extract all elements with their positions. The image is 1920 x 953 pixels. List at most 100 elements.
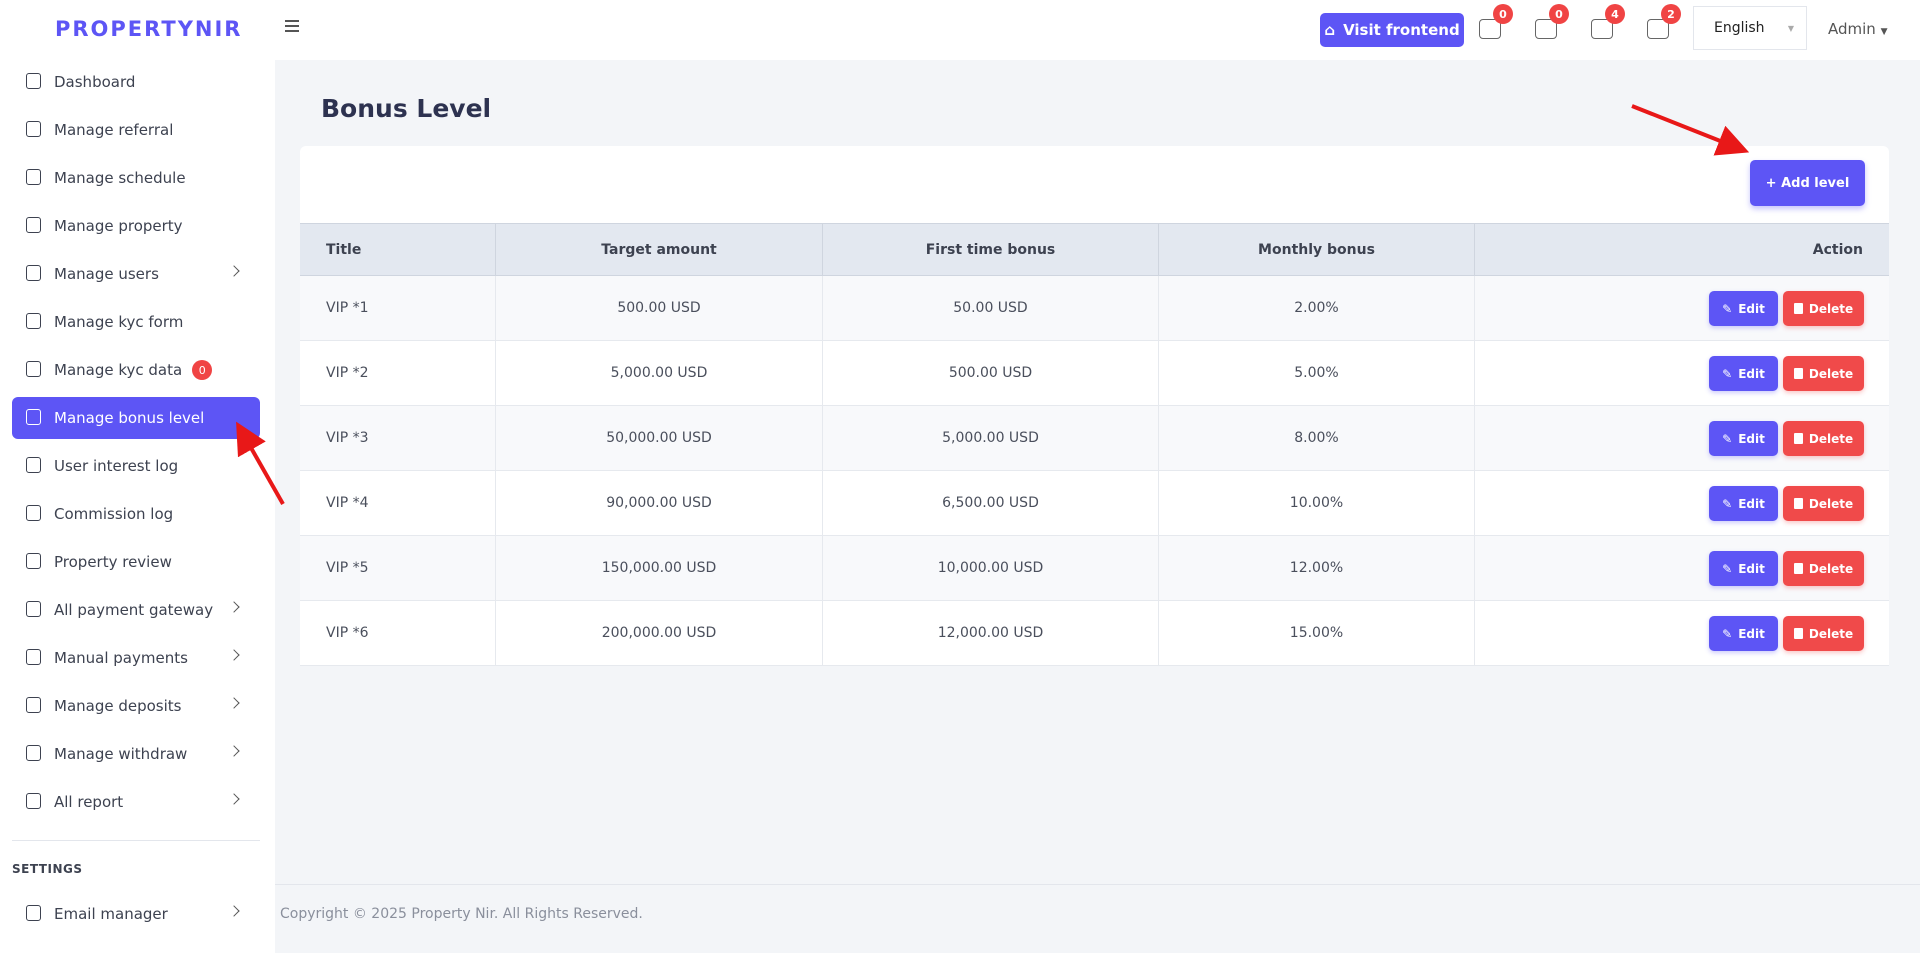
- nav-item[interactable]: Manage kyc form: [12, 301, 260, 343]
- nav-label: Manage referral: [54, 121, 174, 139]
- table-cell: 12,000.00 USD: [822, 601, 1158, 665]
- footer: Copyright © 2025 Property Nir. All Right…: [280, 906, 643, 922]
- arrow: [236, 421, 285, 505]
- edit-label: Edit: [1738, 366, 1765, 381]
- edit-icon: ✎: [1722, 561, 1733, 576]
- arrow: [1631, 104, 1750, 156]
- nav-label: All payment gateway: [54, 601, 214, 619]
- nav-label: Commission log: [54, 505, 174, 523]
- header-cell: First time bonus: [822, 224, 1158, 275]
- delete-icon: [1793, 433, 1803, 444]
- edit-button[interactable]: ✎ Edit: [1709, 616, 1778, 651]
- nav-label: Manage schedule: [54, 169, 186, 187]
- nav-icon: [26, 313, 41, 329]
- nav-icon: [26, 265, 41, 281]
- table-cell: 500.00 USD: [822, 341, 1158, 405]
- delete-button[interactable]: Delete: [1783, 486, 1864, 521]
- menu-toggle[interactable]: [285, 20, 299, 22]
- edit-button[interactable]: ✎ Edit: [1709, 421, 1778, 456]
- table-cell: 5,000.00 USD: [822, 406, 1158, 470]
- add-level-button[interactable]: + Add level: [1750, 160, 1865, 206]
- nav-item[interactable]: Manage deposits: [12, 685, 260, 727]
- table-cell: [1474, 471, 1475, 535]
- edit-button[interactable]: ✎ Edit: [1709, 291, 1778, 326]
- delete-button[interactable]: Delete: [1783, 616, 1864, 651]
- edit-label: Edit: [1738, 626, 1765, 641]
- delete-button[interactable]: Delete: [1783, 291, 1864, 326]
- table-cell: 50,000.00 USD: [495, 406, 822, 470]
- edit-button[interactable]: ✎ Edit: [1709, 356, 1778, 391]
- user-name: Admin: [1828, 20, 1876, 38]
- delete-button[interactable]: Delete: [1783, 421, 1864, 456]
- delete-icon: [1793, 563, 1803, 574]
- table-cell: [1474, 601, 1475, 665]
- delete-icon: [1793, 368, 1803, 379]
- nav-label: Email manager: [54, 905, 168, 923]
- icon-button[interactable]: [1647, 19, 1669, 39]
- header-cell: Action: [1474, 224, 1889, 275]
- nav-item[interactable]: All report: [12, 781, 260, 823]
- edit-button[interactable]: ✎ Edit: [1709, 486, 1778, 521]
- nav-item[interactable]: Manage withdraw: [12, 733, 260, 775]
- language: English: [1714, 20, 1765, 36]
- icon-button[interactable]: [1479, 19, 1501, 39]
- table-cell: VIP *1: [326, 300, 369, 316]
- sidebar: PROPERTYNIR SETTINGS Dashboard Manage ref…: [0, 0, 275, 953]
- nav-item[interactable]: Manage property: [12, 205, 260, 247]
- notification-badge: 0: [1493, 4, 1513, 24]
- table-row: VIP *2 5,000.00 USD 500.00 USD 5.00% ✎ Edit De…: [300, 341, 1889, 406]
- icon-button[interactable]: [1591, 19, 1613, 39]
- nav-icon: [26, 745, 41, 761]
- nav-item[interactable]: Email manager: [12, 893, 260, 935]
- nav-item[interactable]: All payment gateway: [12, 589, 260, 631]
- nav-icon: [26, 505, 41, 521]
- delete-icon: [1793, 498, 1803, 509]
- edit-icon: ✎: [1722, 431, 1733, 446]
- nav-icon: [26, 457, 41, 473]
- nav-item[interactable]: Commission log: [12, 493, 260, 535]
- edit-label: Edit: [1738, 431, 1765, 446]
- table-header: Title Target amount First time bonus Monthl…: [300, 223, 1889, 276]
- edit-icon: ✎: [1722, 366, 1733, 381]
- nav-item[interactable]: Manage referral: [12, 109, 260, 151]
- delete-label: Delete: [1808, 366, 1854, 381]
- table-cell: 500.00 USD: [495, 276, 822, 340]
- edit-button[interactable]: ✎ Edit: [1709, 551, 1778, 586]
- visit-frontend-button[interactable]: ⌂ Visit frontend: [1320, 13, 1464, 47]
- page-title: Bonus Level: [321, 94, 492, 123]
- table-row: VIP *1 500.00 USD 50.00 USD 2.00% ✎ Edit Delet…: [300, 276, 1889, 341]
- nav-item[interactable]: Manage bonus level: [12, 397, 260, 439]
- delete-button[interactable]: Delete: [1783, 551, 1864, 586]
- table-cell: [1474, 276, 1475, 340]
- user-menu[interactable]: Admin ▼: [1828, 20, 1888, 38]
- table-row: VIP *6 200,000.00 USD 12,000.00 USD 15.00% ✎…: [300, 601, 1889, 666]
- nav-icon: [26, 121, 41, 137]
- nav-item[interactable]: Manage schedule: [12, 157, 260, 199]
- language-select[interactable]: English ▼: [1693, 6, 1807, 50]
- nav-item[interactable]: Manage users: [12, 253, 260, 295]
- nav-item[interactable]: Manage kyc data 0: [12, 349, 260, 391]
- nav-label: Manage property: [54, 217, 183, 235]
- nav-item[interactable]: Property review: [12, 541, 260, 583]
- table-cell: 5.00%: [1158, 341, 1474, 405]
- nav-item[interactable]: User interest log: [12, 445, 260, 487]
- nav-icon: [26, 905, 41, 921]
- icon-button[interactable]: [1535, 19, 1557, 39]
- nav-item[interactable]: Manual payments: [12, 637, 260, 679]
- table-cell: 10,000.00 USD: [822, 536, 1158, 600]
- nav-icon: [26, 553, 41, 569]
- nav-icon: [26, 793, 41, 809]
- header-cell: Target amount: [495, 224, 822, 275]
- delete-button[interactable]: Delete: [1783, 356, 1864, 391]
- nav-label: Manage withdraw: [54, 745, 188, 763]
- table-cell: 15.00%: [1158, 601, 1474, 665]
- nav-label: Property review: [54, 553, 172, 571]
- brand[interactable]: PROPERTYNIR: [55, 17, 243, 41]
- table-cell: 200,000.00 USD: [495, 601, 822, 665]
- header-cell: Title: [326, 241, 362, 258]
- nav-item[interactable]: Dashboard: [12, 61, 260, 103]
- table-cell: 10.00%: [1158, 471, 1474, 535]
- edit-icon: ✎: [1722, 496, 1733, 511]
- notification-badge: 4: [1605, 4, 1625, 24]
